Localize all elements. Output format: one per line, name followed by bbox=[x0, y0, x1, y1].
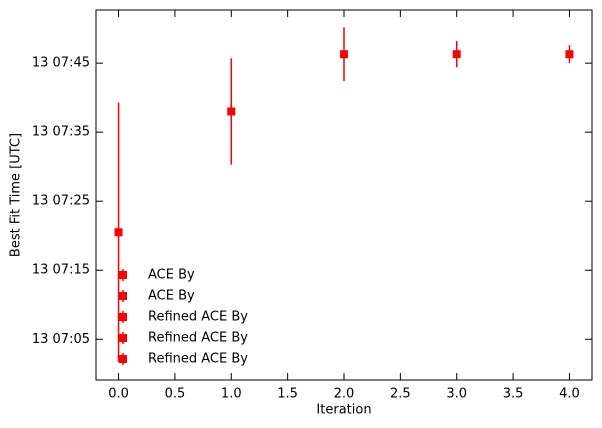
legend-label: ACE By bbox=[148, 289, 195, 304]
legend-marker bbox=[119, 292, 127, 300]
x-tick-label: 1.0 bbox=[221, 387, 242, 402]
y-tick-label: 13 07:35 bbox=[32, 125, 90, 140]
legend-marker bbox=[119, 355, 127, 363]
legend-marker bbox=[119, 271, 127, 279]
marker bbox=[340, 50, 348, 59]
x-axis-label: Iteration bbox=[316, 403, 371, 418]
marker bbox=[565, 50, 574, 59]
y-tick-label: 13 07:45 bbox=[32, 56, 90, 71]
x-tick-label: 1.5 bbox=[277, 387, 298, 402]
marker bbox=[114, 228, 123, 237]
y-tick-label: 13 07:25 bbox=[32, 194, 90, 209]
legend-label: Refined ACE By bbox=[148, 331, 248, 346]
x-tick-label: 0.0 bbox=[108, 387, 129, 402]
y-tick-label: 13 07:15 bbox=[32, 263, 90, 278]
marker bbox=[227, 107, 236, 116]
legend-label: Refined ACE By bbox=[148, 310, 248, 325]
x-tick-label: 3.0 bbox=[446, 387, 467, 402]
marker bbox=[452, 50, 461, 59]
x-tick-label: 0.5 bbox=[165, 387, 186, 402]
x-tick-label: 4.0 bbox=[559, 387, 580, 402]
x-tick-label: 2.5 bbox=[390, 387, 411, 402]
legend-label: ACE By bbox=[148, 268, 195, 283]
legend-marker bbox=[119, 334, 127, 342]
legend-marker bbox=[119, 313, 127, 321]
legend-label: Refined ACE By bbox=[148, 352, 248, 367]
x-tick-label: 3.5 bbox=[503, 387, 524, 402]
y-tick-label: 13 07:05 bbox=[32, 332, 90, 347]
x-tick-label: 2.0 bbox=[334, 387, 355, 402]
y-axis-label: Best Fit Time [UTC] bbox=[9, 133, 24, 257]
